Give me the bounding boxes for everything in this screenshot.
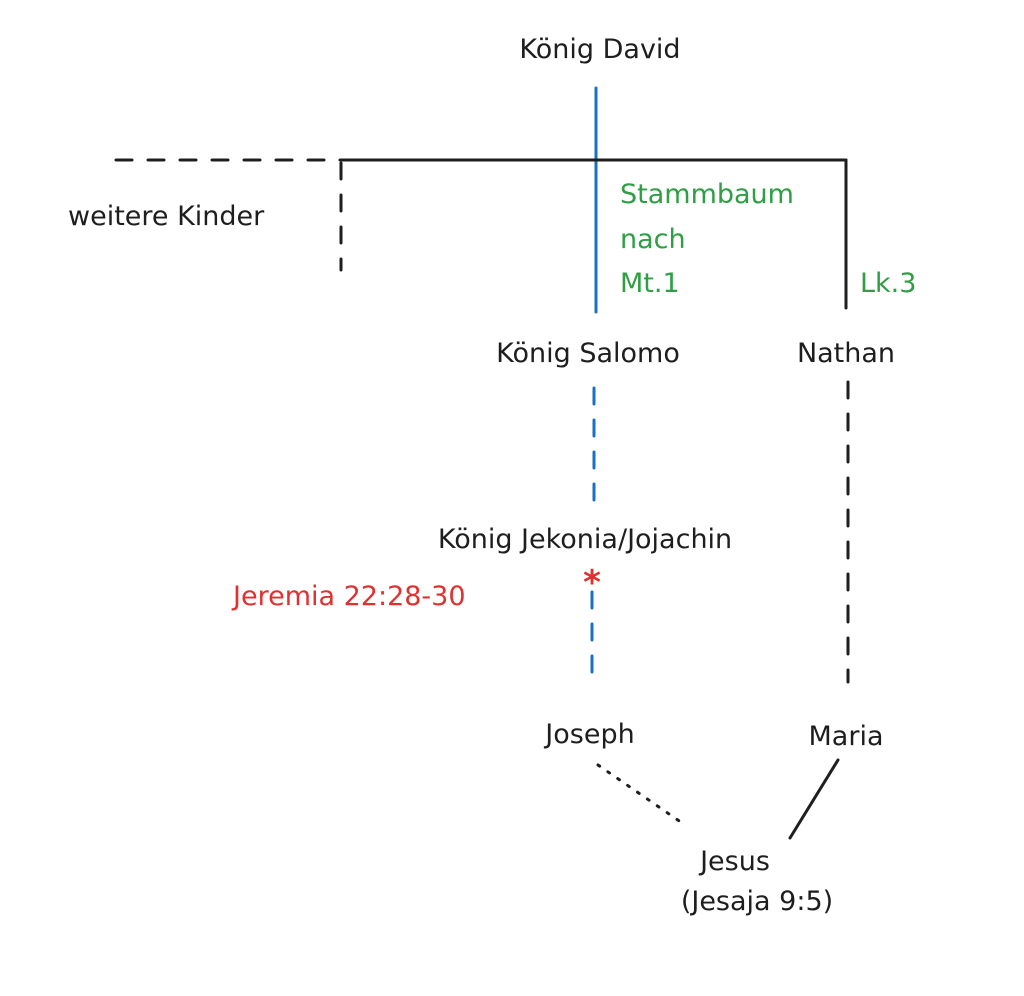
maria-jesus-line (788, 758, 840, 840)
annotation-luke: Lk.3 (860, 268, 916, 299)
asterisk-icon: * (583, 563, 601, 603)
annotation-matthew-3: Mt.1 (620, 268, 680, 299)
node-jesus-reference: (Jesaja 9:5) (681, 886, 833, 917)
node-jesus: Jesus (698, 846, 770, 877)
node-other-children: weitere Kinder (68, 201, 265, 232)
annotation-matthew-1: Stammbaum (620, 179, 794, 210)
joseph-jesus-line (596, 763, 687, 827)
node-david: König David (519, 34, 680, 65)
node-maria: Maria (809, 721, 884, 752)
node-joseph: Joseph (543, 719, 634, 750)
node-jekonia: König Jekonia/Jojachin (438, 524, 732, 555)
node-salomo: König Salomo (496, 338, 680, 369)
annotation-jeremia: Jeremia 22:28-30 (231, 581, 466, 612)
annotation-matthew-2: nach (620, 224, 686, 255)
node-nathan: Nathan (797, 338, 895, 369)
